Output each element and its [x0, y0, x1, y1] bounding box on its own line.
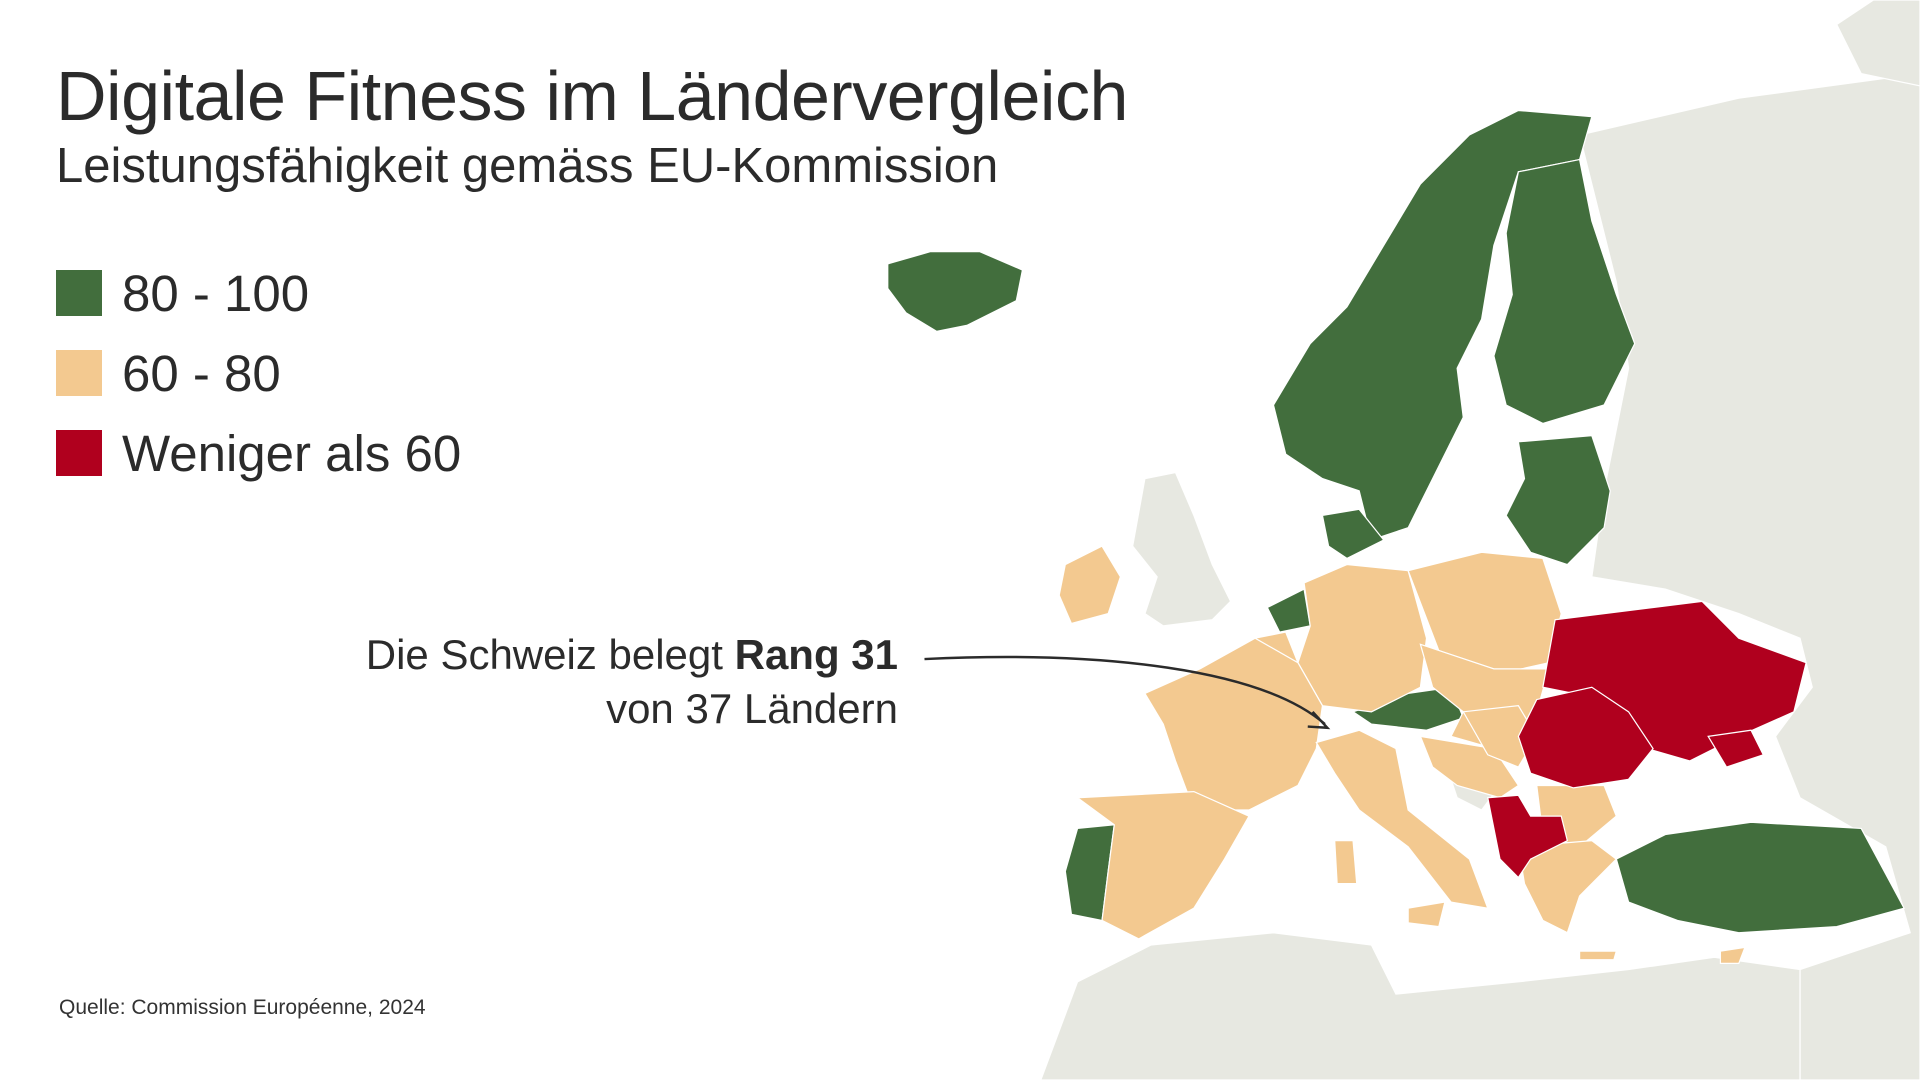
country-ireland: [1058, 545, 1122, 625]
legend-swatch: [56, 350, 102, 396]
annotation-arrowhead: [1307, 710, 1331, 730]
legend: 80 - 100 60 - 80 Weniger als 60: [56, 265, 461, 510]
country-crimea: [1707, 729, 1765, 768]
country-romania-moldova: [1517, 686, 1654, 789]
country-denmark: [1321, 508, 1385, 560]
annotation-arrow: [924, 655, 1326, 726]
legend-label: Weniger als 60: [122, 424, 462, 482]
country-netherlands: [1266, 588, 1311, 633]
country-sicily: [1407, 901, 1446, 928]
source-note: Quelle: Commission Européenne, 2024: [59, 996, 426, 1019]
legend-label: 60 - 80: [122, 344, 281, 402]
country-spain: [1075, 790, 1250, 940]
legend-swatch: [56, 270, 102, 316]
non-rated-land-africa: [1040, 932, 1801, 1080]
annotation-line2: von 37 Ländern: [606, 685, 898, 732]
country-cyprus: [1719, 946, 1746, 965]
country-norway-sweden: [1272, 109, 1593, 541]
country-germany: [1297, 563, 1428, 713]
non-rated-land-north: [1835, 0, 1920, 87]
country-greece: [1517, 840, 1618, 934]
annotation-rank: Rang 31: [734, 631, 898, 678]
legend-swatch: [56, 430, 102, 476]
great-britain: [1132, 471, 1232, 627]
legend-item-low: Weniger als 60: [56, 425, 461, 482]
legend-label: 80 - 100: [122, 264, 310, 322]
country-crete: [1578, 950, 1618, 961]
legend-item-high: 80 - 100: [56, 265, 461, 322]
country-iceland: [887, 250, 1024, 333]
annotation-text: Die Schweiz belegt: [365, 631, 735, 678]
country-baltics: [1505, 435, 1611, 566]
country-finland: [1493, 158, 1636, 425]
country-france: [1144, 637, 1324, 811]
page-title: Digitale Fitness im Ländervergleich: [56, 57, 1128, 135]
page-subtitle: Leistungsfähigkeit gemäss EU-Kommission: [56, 139, 999, 193]
switzerland-annotation: Die Schweiz belegt Rang 31 von 37 Länder…: [366, 628, 898, 736]
country-italy: [1315, 729, 1489, 909]
country-albania-macedonia: [1487, 794, 1569, 879]
legend-item-mid: 60 - 80: [56, 345, 461, 402]
country-turkey: [1615, 821, 1905, 934]
country-sardinia: [1334, 840, 1358, 885]
